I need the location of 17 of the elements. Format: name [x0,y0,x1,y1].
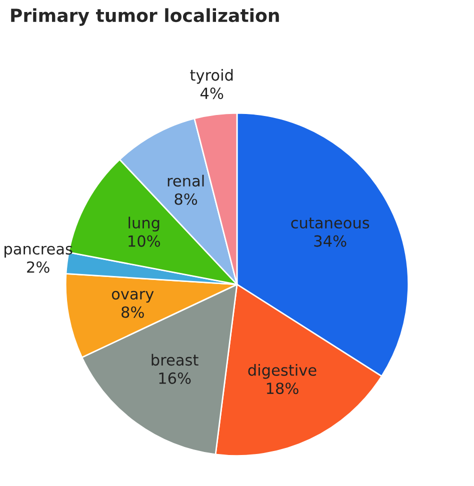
data-label: 10% [128,235,160,247]
data-label: 34% [314,235,346,247]
data-label: 8% [174,193,198,205]
slice-label: digestive [248,364,316,379]
slice-label: cutaneous [291,218,370,229]
data-label: 8% [122,306,144,318]
slice-label: breast [152,354,198,366]
data-label: 2% [27,261,50,273]
data-label: 18% [266,382,298,394]
data-label: 16% [159,372,191,384]
chart-title: Primary tumor localization [11,8,279,26]
slice-label: ovary [112,290,154,303]
slice-label: tyroid [190,68,233,84]
slice-label: renal [168,174,204,187]
slice-label: pancreas [4,246,72,258]
slice-label: lung [128,216,160,232]
data-label: 4% [200,88,224,100]
